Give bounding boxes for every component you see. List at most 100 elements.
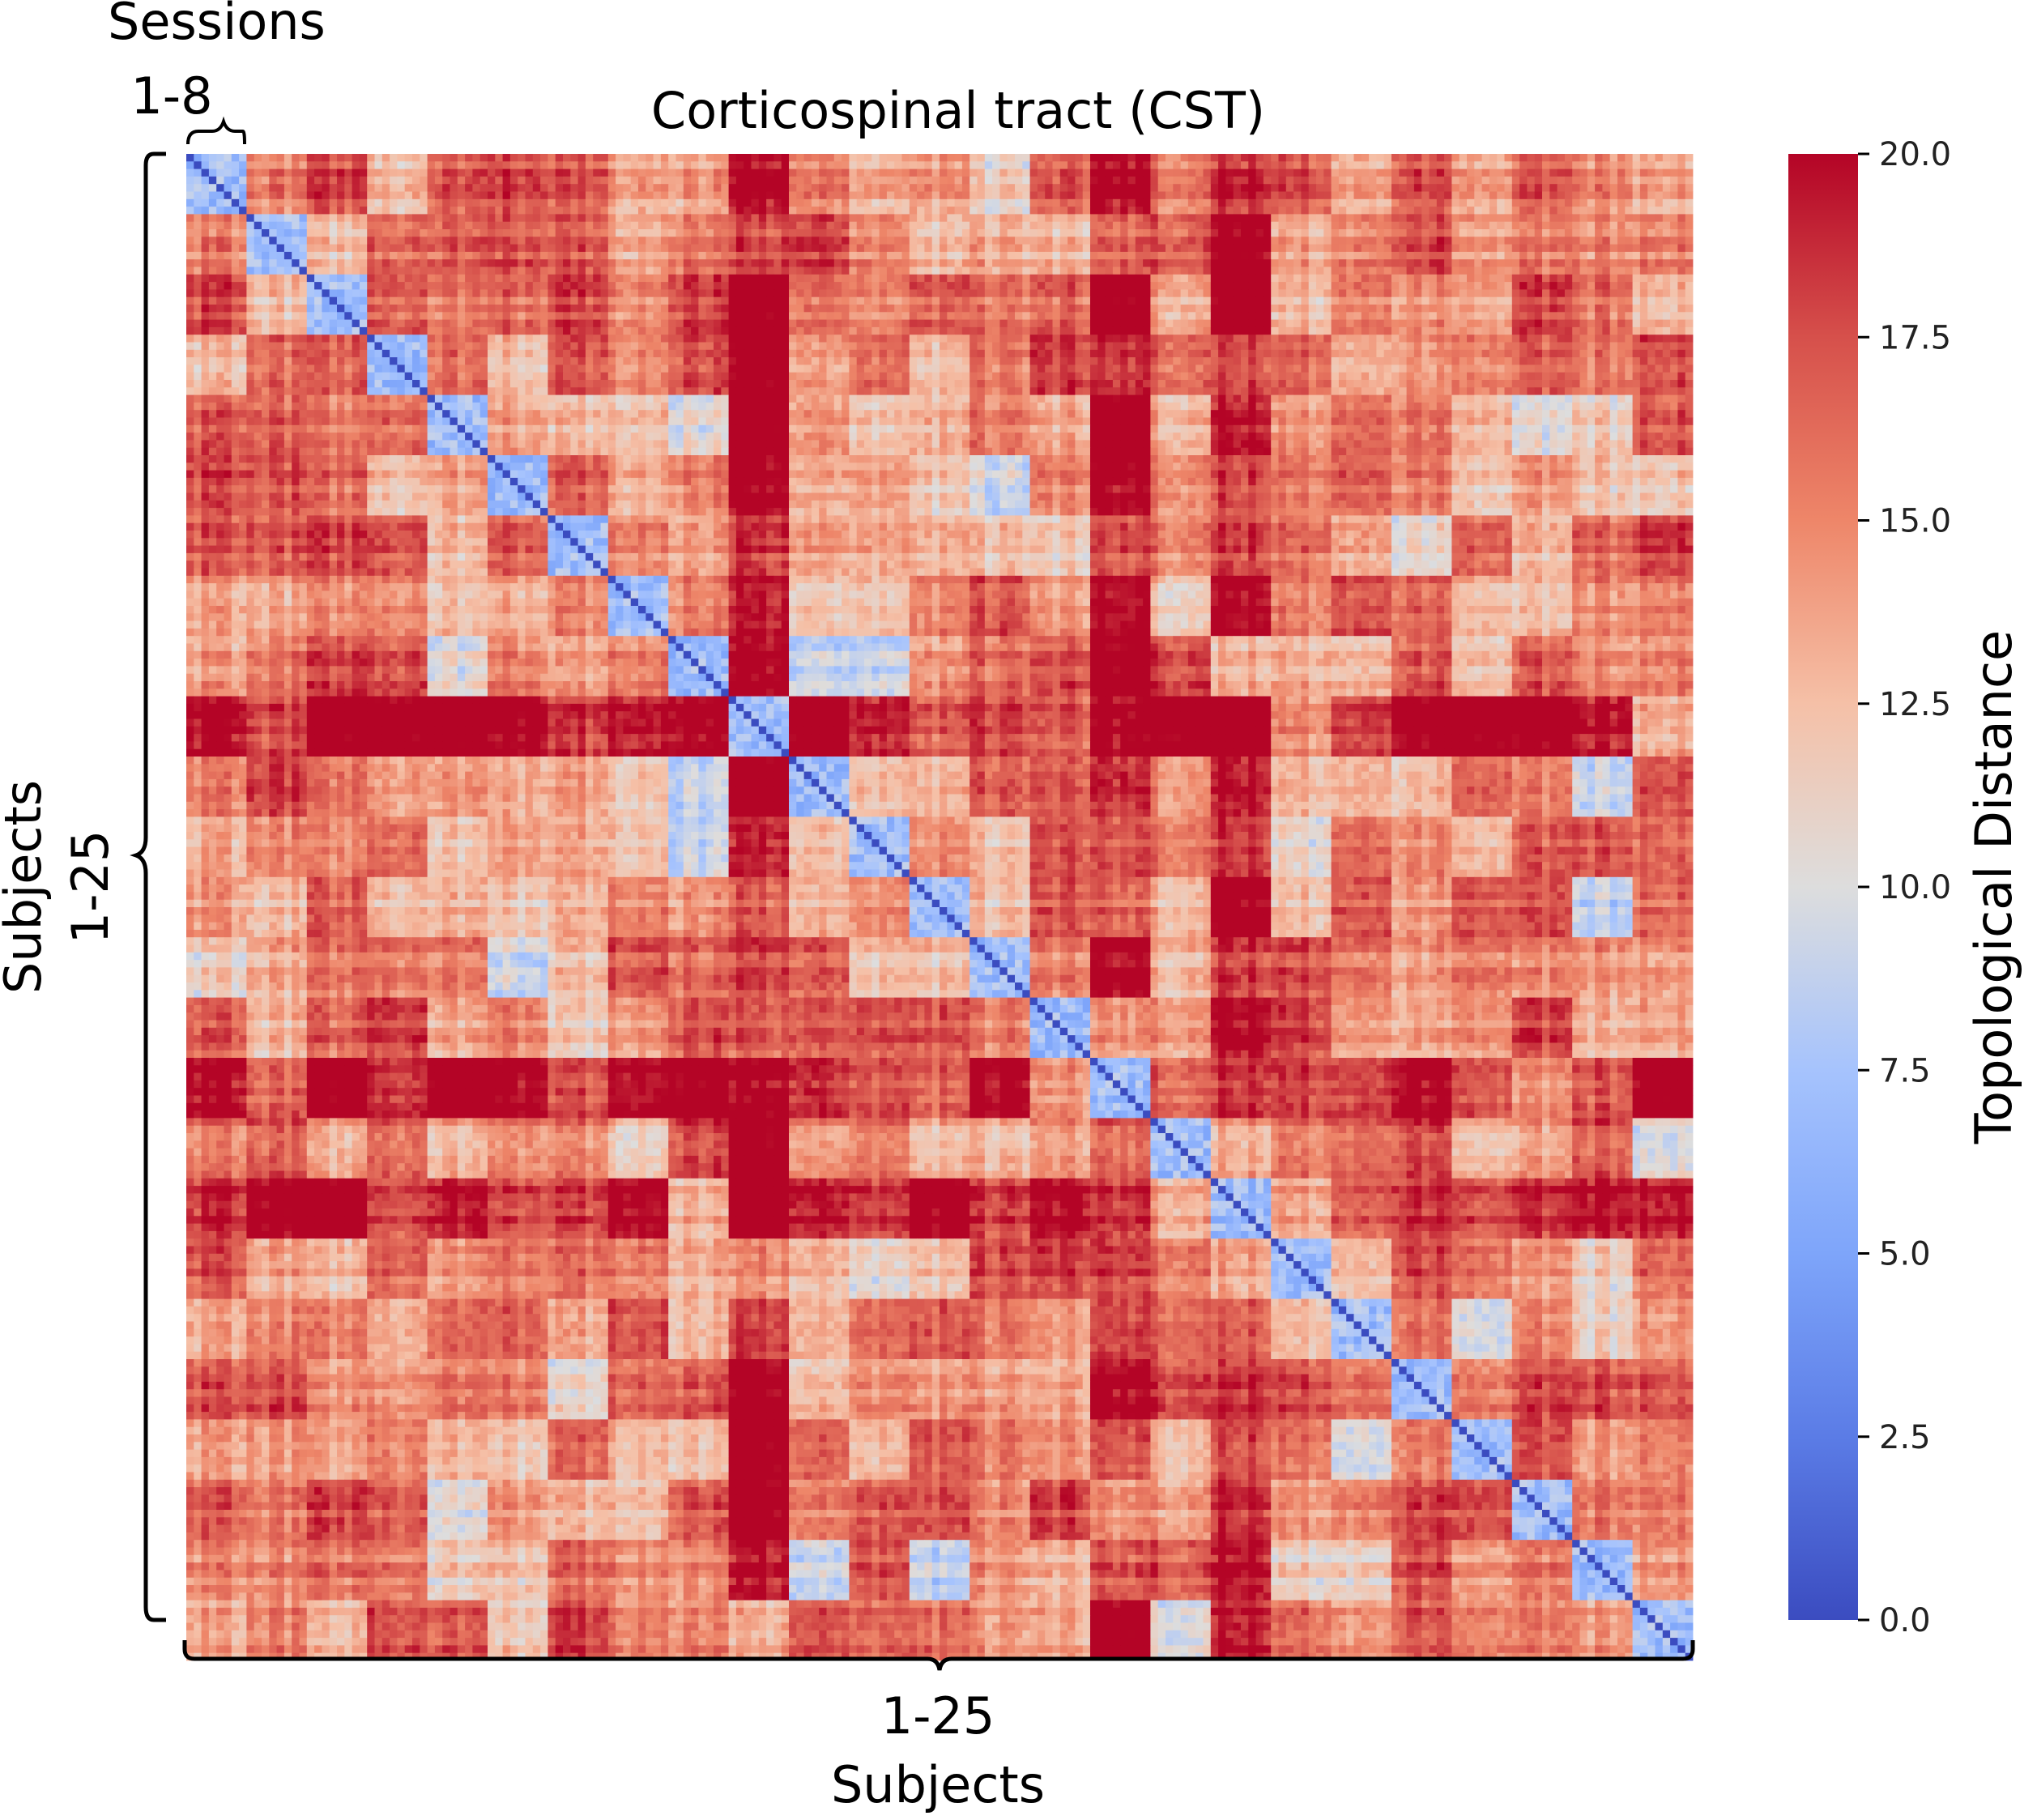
heatmap-cell (1595, 154, 1603, 162)
heatmap-cell (646, 297, 654, 305)
heatmap-cell (1565, 184, 1573, 192)
heatmap-cell (1595, 161, 1603, 169)
heatmap-cell (729, 169, 737, 177)
heatmap-cell (1264, 154, 1272, 162)
heatmap-cell (420, 259, 428, 267)
heatmap-cell (1663, 207, 1671, 215)
heatmap-cell (1211, 320, 1219, 328)
heatmap-cell (1038, 282, 1046, 290)
heatmap-cell (269, 289, 277, 297)
heatmap-cell (1384, 161, 1392, 169)
heatmap-cell (1558, 207, 1566, 215)
heatmap-cell (556, 199, 564, 207)
heatmap-cell (849, 297, 857, 305)
heatmap-cell (917, 245, 925, 253)
heatmap-cell (1316, 192, 1324, 200)
heatmap-cell (360, 245, 368, 253)
heatmap-cell (985, 192, 993, 200)
heatmap-cell (698, 312, 706, 320)
heatmap-cell (698, 320, 706, 328)
heatmap-cell (880, 267, 888, 275)
heatmap-cell (307, 222, 315, 230)
heatmap-cell (563, 252, 571, 260)
heatmap-cell (420, 267, 428, 275)
heatmap-cell (262, 237, 270, 245)
heatmap-cell (458, 207, 466, 215)
heatmap-cell (1346, 199, 1354, 207)
heatmap-cell (1248, 207, 1256, 215)
heatmap-cell (1030, 297, 1038, 305)
heatmap-cell (924, 252, 932, 260)
heatmap-cell (1565, 245, 1573, 253)
heatmap-cell (1248, 289, 1256, 297)
heatmap-cell (1218, 267, 1226, 275)
heatmap-cell (601, 312, 609, 320)
heatmap-cell (684, 259, 692, 267)
heatmap-cell (1460, 177, 1468, 185)
heatmap-cell (1670, 237, 1678, 245)
heatmap-cell (706, 289, 714, 297)
heatmap-cell (1474, 177, 1482, 185)
heatmap-cell (1587, 222, 1596, 230)
heatmap-cell (390, 184, 398, 192)
heatmap-cell (1362, 297, 1370, 305)
heatmap-cell (782, 252, 790, 260)
heatmap-cell (668, 154, 676, 162)
heatmap-cell (668, 267, 676, 275)
heatmap-cell (1474, 297, 1482, 305)
heatmap-cell (1558, 289, 1566, 297)
heatmap-cell (608, 312, 616, 320)
heatmap-cell (412, 177, 420, 185)
heatmap-cell (1399, 305, 1407, 313)
heatmap-cell (1234, 312, 1242, 320)
heatmap-cell (608, 222, 616, 230)
heatmap-cell (985, 252, 993, 260)
heatmap-cell (1587, 154, 1596, 162)
heatmap-cell (307, 154, 315, 162)
heatmap-cell (1505, 169, 1513, 177)
heatmap-cell (450, 229, 458, 237)
heatmap-cell (880, 312, 888, 320)
heatmap-cell (601, 259, 609, 267)
heatmap-cell (1248, 237, 1256, 245)
heatmap-cell (1580, 305, 1588, 313)
heatmap-cell (1535, 177, 1543, 185)
heatmap-cell (1136, 245, 1144, 253)
heatmap-cell (638, 245, 646, 253)
heatmap-cell (819, 282, 827, 290)
heatmap-cell (262, 184, 270, 192)
heatmap-cell (1482, 259, 1490, 267)
heatmap-cell (1549, 259, 1558, 267)
heatmap-cell (412, 237, 420, 245)
heatmap-cell (1248, 154, 1256, 162)
heatmap-cell (691, 214, 699, 222)
heatmap-cell (1068, 207, 1076, 215)
heatmap-cell (397, 237, 405, 245)
heatmap-cell (1451, 207, 1460, 215)
heatmap-cell (239, 305, 247, 313)
heatmap-cell (1535, 237, 1543, 245)
heatmap-cell (1106, 312, 1114, 320)
heatmap-cell (917, 289, 925, 297)
heatmap-cell (834, 169, 842, 177)
heatmap-cell (1535, 267, 1543, 275)
heatmap-cell (450, 312, 458, 320)
heatmap-cell (729, 289, 737, 297)
heatmap-cell (744, 154, 752, 162)
heatmap-cell (736, 282, 744, 290)
heatmap-cell (232, 177, 240, 185)
heatmap-cell (209, 267, 217, 275)
heatmap-cell (676, 297, 684, 305)
heatmap-cell (1218, 229, 1226, 237)
heatmap-cell (540, 199, 548, 207)
heatmap-cell (1090, 259, 1098, 267)
heatmap-cell (962, 259, 970, 267)
heatmap-cell (608, 199, 616, 207)
heatmap-cell (465, 320, 473, 328)
heatmap-cell (1120, 207, 1128, 215)
heatmap-cell (1376, 267, 1384, 275)
heatmap-cell (819, 320, 827, 328)
heatmap-cell (729, 297, 737, 305)
heatmap-cell (1301, 312, 1309, 320)
heatmap-cell (1241, 199, 1249, 207)
